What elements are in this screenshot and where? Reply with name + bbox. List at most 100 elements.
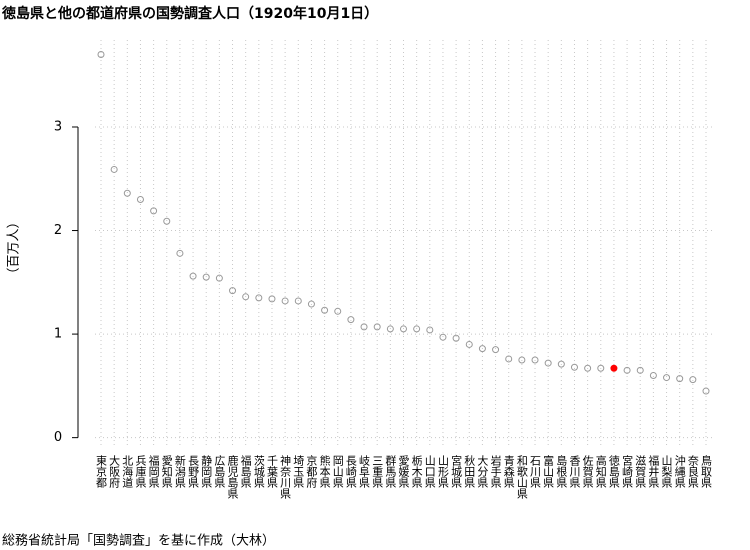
point <box>492 346 500 354</box>
point <box>676 375 684 383</box>
x-tick-label: 長崎県 <box>344 455 357 489</box>
x-tick-label: 大阪府 <box>108 454 121 489</box>
x-tick-label: 奈良県 <box>686 454 699 489</box>
x-tick-label: 沖縄県 <box>673 455 686 489</box>
point <box>281 297 289 305</box>
point <box>268 295 276 303</box>
x-tick-label: 宮崎県 <box>621 454 634 489</box>
x-tick-label: 新潟県 <box>173 454 186 489</box>
point <box>623 366 631 374</box>
x-tick-label: 愛知県 <box>160 455 173 489</box>
highlight-point <box>610 364 618 372</box>
point <box>702 387 710 395</box>
point <box>360 323 368 331</box>
point <box>570 363 578 371</box>
x-tick-label: 熊本県 <box>318 454 331 489</box>
point <box>189 272 197 280</box>
x-tick-label: 広島県 <box>213 455 226 489</box>
x-tick-label: 福岡県 <box>147 454 160 489</box>
x-tick-label: 山梨県 <box>660 455 673 489</box>
point <box>663 374 671 382</box>
x-tick-label: 福井県 <box>647 454 660 489</box>
x-tick-label: 大分県 <box>476 454 489 489</box>
x-tick-label: 和歌山県 <box>515 455 528 500</box>
point <box>584 364 592 372</box>
point <box>465 340 473 348</box>
x-tick-label: 岐阜県 <box>358 455 371 489</box>
y-tick-label: 2 <box>54 223 62 238</box>
point <box>347 316 355 324</box>
x-tick-label: 京都府 <box>305 454 318 489</box>
point <box>294 297 302 305</box>
x-tick-label: 埼玉県 <box>292 454 305 489</box>
x-tick-label: 鹿児島県 <box>226 454 239 500</box>
x-tick-label: 富山県 <box>542 454 555 489</box>
point <box>426 326 434 334</box>
x-tick-label: 香川県 <box>568 455 581 489</box>
x-tick-label: 千葉県 <box>265 455 278 489</box>
point <box>478 345 486 353</box>
x-tick-label: 徳島県 <box>607 455 620 489</box>
x-tick-label: 三重県 <box>371 455 384 489</box>
x-tick-label: 秋田県 <box>463 454 476 489</box>
point <box>334 307 342 315</box>
point <box>400 325 407 333</box>
point <box>97 50 105 58</box>
point <box>321 306 329 314</box>
point <box>386 325 394 333</box>
point <box>531 356 539 364</box>
point <box>544 359 552 367</box>
point <box>242 293 250 301</box>
x-tick-label: 静岡県 <box>200 454 213 489</box>
x-tick-label: 岡山県 <box>331 455 344 489</box>
point <box>136 195 144 203</box>
point <box>518 356 526 364</box>
x-tick-label: 佐賀県 <box>581 454 594 489</box>
x-tick-label: 茨城県 <box>252 454 265 489</box>
point <box>452 334 460 342</box>
y-tick-label: 3 <box>54 119 62 134</box>
point <box>150 207 158 215</box>
point <box>413 325 421 333</box>
x-tick-label: 兵庫県 <box>134 455 147 489</box>
x-tick-label: 愛媛県 <box>397 455 410 489</box>
x-tick-label: 群馬県 <box>384 454 397 489</box>
point <box>689 376 697 384</box>
point <box>255 294 263 302</box>
point <box>229 287 237 295</box>
x-tick-label: 鳥取県 <box>700 454 713 489</box>
x-tick-label: 北海道 <box>121 455 134 488</box>
point <box>123 189 131 197</box>
chart-title: 徳島県と他の都道府県の国勢調査人口（1920年10月1日） <box>1 5 378 22</box>
point <box>176 249 184 257</box>
y-tick-label: 1 <box>54 327 62 342</box>
y-tick-label: 0 <box>54 430 62 445</box>
x-tick-label: 青森県 <box>502 455 515 489</box>
x-tick-label: 福島県 <box>239 454 252 489</box>
point <box>373 323 381 331</box>
point <box>636 366 644 374</box>
point <box>557 360 565 368</box>
x-tick-label: 滋賀県 <box>634 455 647 489</box>
x-tick-label: 山口県 <box>423 455 436 489</box>
x-tick-label: 山形県 <box>436 455 449 489</box>
point <box>215 274 223 282</box>
point <box>597 364 605 372</box>
x-tick-label: 東京都 <box>95 455 108 488</box>
x-tick-label: 石川県 <box>529 455 542 489</box>
point <box>202 273 210 281</box>
x-tick-label: 長野県 <box>187 455 200 489</box>
point <box>649 372 657 380</box>
x-tick-label: 宮城県 <box>450 454 463 489</box>
point <box>439 333 447 341</box>
x-tick-label: 島根県 <box>555 454 568 489</box>
x-tick-label: 神奈川県 <box>279 454 292 500</box>
point <box>307 300 315 308</box>
point <box>505 355 513 363</box>
x-tick-label: 岩手県 <box>489 454 502 489</box>
y-axis-label: （百万人） <box>7 215 22 280</box>
point <box>110 165 118 173</box>
x-tick-label: 高知県 <box>594 454 607 489</box>
caption: 総務省統計局「国勢調査」を基に作成（大林） <box>2 533 275 549</box>
